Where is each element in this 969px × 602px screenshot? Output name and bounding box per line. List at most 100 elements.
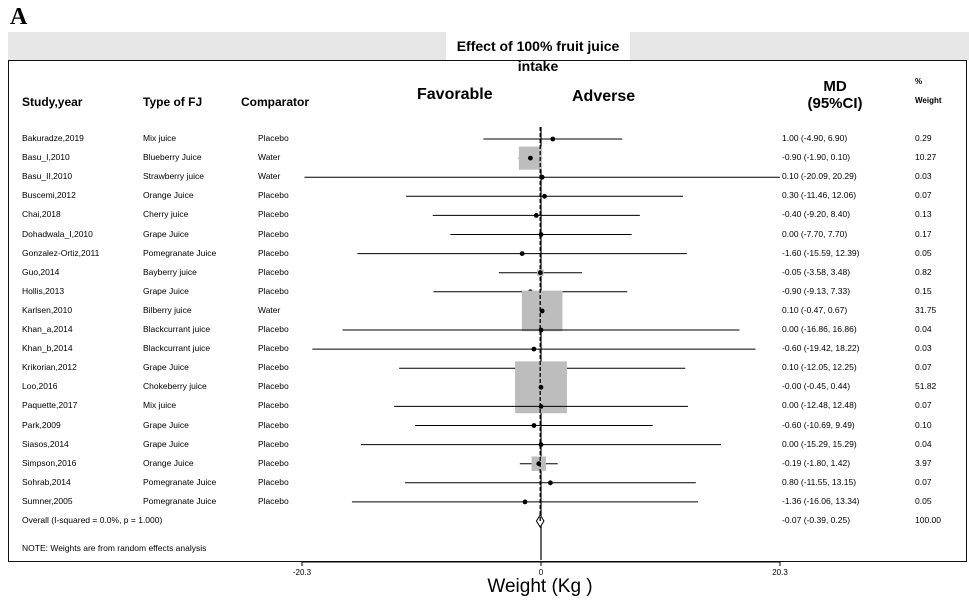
weight-label: 0.05 [915, 495, 932, 506]
point-estimate [538, 232, 544, 237]
study-label: Dohadwala_I,2010 [22, 228, 93, 239]
x-tick-label: 0 [539, 568, 544, 577]
comparator-label: Placebo [258, 438, 289, 449]
title-band-left [8, 32, 446, 60]
effect-ci-label: -0.05 (-3.58, 3.48) [782, 266, 851, 277]
juice-type-label: Orange Juice [143, 457, 194, 468]
juice-type-label: Grape Juice [143, 285, 189, 296]
effect-ci-label: -0.90 (-9.13, 7.33) [782, 285, 851, 296]
comparator-label: Placebo [258, 247, 289, 258]
weight-label: 0.03 [915, 171, 932, 182]
juice-type-label: Blackcurrant juice [143, 343, 211, 354]
point-estimate [539, 308, 545, 314]
study-label: Siasos,2014 [22, 438, 69, 449]
effect-ci-label: -0.40 (-9.20, 8.40) [782, 209, 851, 220]
juice-type-label: Pomegranate Juice [143, 476, 217, 487]
weight-label: 0.10 [915, 419, 932, 430]
juice-type-label: Grape Juice [143, 362, 189, 373]
overall-weight-label: 100.00 [915, 515, 941, 525]
juice-type-label: Grape Juice [143, 419, 189, 430]
header-comparator: Comparator [241, 95, 310, 109]
point-estimate [538, 442, 544, 447]
study-label: Loo,2016 [22, 381, 58, 392]
study-label: Buscemi,2012 [22, 190, 76, 201]
juice-type-label: Mix juice [143, 400, 177, 411]
juice-type-label: Bayberry juice [143, 266, 197, 277]
comparator-label: Placebo [258, 419, 289, 430]
effect-ci-label: -1.60 (-15.59, 12.39) [782, 247, 860, 258]
header-adverse: Adverse [572, 88, 636, 105]
comparator-label: Water [258, 171, 281, 182]
study-label: Sohrab,2014 [22, 476, 71, 487]
header-md: MD [823, 78, 847, 95]
header-favorable: Favorable [417, 86, 493, 103]
weight-label: 0.04 [915, 324, 932, 334]
comparator-label: Placebo [258, 381, 289, 392]
juice-type-label: Pomegranate Juice [143, 495, 217, 506]
point-estimate [533, 213, 539, 218]
comparator-label: Placebo [258, 209, 289, 220]
juice-type-label: Strawberry juice [143, 171, 204, 182]
point-estimate [542, 193, 547, 199]
weight-label: 0.07 [915, 476, 932, 487]
effect-ci-label: 1.00 (-4.90, 6.90) [782, 133, 848, 143]
title-band-right [630, 32, 969, 60]
x-axis-label: Weight (Kg ) [487, 576, 593, 597]
effect-title: Effect of 100% fruit juice intake [456, 38, 620, 74]
study-label: Khan_b,2014 [22, 343, 73, 354]
header-study: Study,year [22, 95, 83, 109]
header-weight-pct: % [915, 77, 923, 86]
effect-ci-label: -0.60 (-19.42, 18.22) [782, 343, 860, 354]
juice-type-label: Mix juice [143, 133, 177, 143]
effect-ci-label: -0.90 (-1.90, 0.10) [782, 152, 851, 163]
study-label: Hollis,2013 [22, 285, 65, 296]
point-estimate [522, 499, 528, 505]
weight-label: 0.15 [915, 285, 932, 296]
effect-ci-label: -1.36 (-16.06, 13.34) [782, 495, 860, 506]
study-label: Khan_a,2014 [22, 324, 73, 334]
effect-ci-label: -0.19 (-1.80, 1.42) [782, 457, 851, 468]
study-label: Simpson,2016 [22, 457, 77, 468]
point-estimate [539, 174, 545, 180]
weights-note: NOTE: Weights are from random effects an… [22, 543, 207, 553]
weight-label: 3.97 [915, 457, 932, 468]
point-estimate [519, 251, 525, 256]
comparator-label: Placebo [258, 495, 289, 506]
study-label: Bakuradze,2019 [22, 133, 84, 143]
point-estimate [528, 155, 533, 161]
comparator-label: Placebo [258, 324, 289, 334]
weight-label: 0.82 [915, 266, 932, 277]
comparator-label: Placebo [258, 476, 289, 487]
weight-label: 10.27 [915, 152, 937, 163]
point-estimate [538, 327, 544, 333]
point-estimate [531, 346, 537, 352]
point-estimate [531, 423, 537, 428]
effect-ci-label: 0.00 (-16.86, 16.86) [782, 324, 857, 334]
study-label: Gonzalez-Ortiz,2011 [22, 247, 100, 258]
weight-label: 0.07 [915, 362, 932, 373]
effect-ci-label: 0.30 (-11.46, 12.06) [782, 190, 857, 201]
juice-type-label: Bilberry juice [143, 304, 192, 315]
study-label: Paquette,2017 [22, 400, 78, 411]
effect-ci-label: 0.10 (-20.09, 20.29) [782, 171, 857, 182]
effect-ci-label: -0.60 (-10.69, 9.49) [782, 419, 855, 430]
juice-type-label: Chokeberry juice [143, 381, 207, 392]
weight-label: 31.75 [915, 304, 937, 315]
weight-label: 0.05 [915, 247, 932, 258]
study-label: Guo,2014 [22, 266, 60, 277]
header-weight: Weight [915, 96, 942, 105]
x-tick-label: 20.3 [772, 568, 788, 577]
study-label: Karlsen,2010 [22, 304, 73, 315]
comparator-label: Placebo [258, 133, 289, 143]
study-label: Basu_I,2010 [22, 152, 70, 163]
comparator-label: Water [258, 152, 281, 163]
study-label: Sumner,2005 [22, 495, 73, 506]
point-estimate [538, 384, 544, 390]
point-estimate [550, 136, 556, 142]
weight-label: 0.07 [915, 190, 932, 201]
effect-ci-label: 0.10 (-0.47, 0.67) [782, 304, 848, 315]
effect-ci-label: 0.00 (-7.70, 7.70) [782, 228, 848, 239]
effect-ci-label: 0.00 (-12.48, 12.48) [782, 400, 857, 411]
juice-type-label: Blackcurrant juice [143, 324, 211, 334]
